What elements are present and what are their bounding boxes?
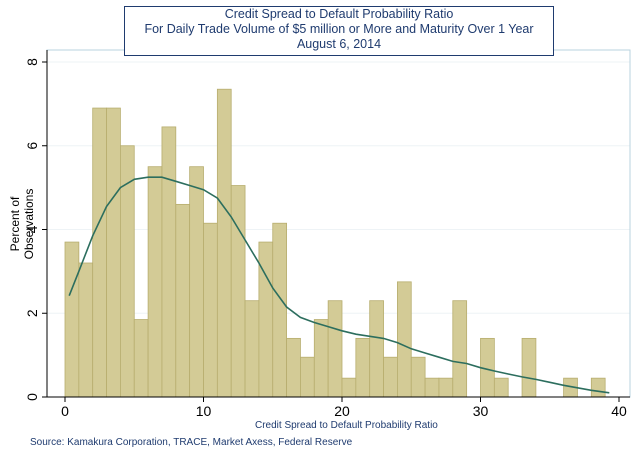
source-note: Source: Kamakura Corporation, TRACE, Mar…: [30, 437, 353, 448]
histogram-bar: [369, 300, 384, 398]
histogram-bar: [493, 377, 509, 398]
y-axis-label: Percent of Observations: [8, 188, 36, 260]
histogram-bar: [189, 166, 204, 398]
histogram-bar: [341, 377, 357, 398]
histogram-bar: [147, 166, 163, 398]
histogram-bar: [424, 377, 440, 398]
x-tick-label: 0: [61, 403, 69, 419]
y-tick-label: 0: [24, 393, 40, 401]
histogram-bar: [216, 88, 232, 398]
y-tick-label: 4: [24, 225, 40, 233]
histogram-bars: [64, 88, 606, 398]
histogram-bar: [175, 203, 191, 398]
y-tick-label: 6: [24, 142, 40, 150]
histogram-bar: [410, 356, 426, 398]
y-tick-label: 8: [24, 58, 40, 66]
histogram-bar: [92, 107, 107, 398]
histogram-bar: [286, 337, 301, 398]
histogram-bar: [272, 222, 288, 398]
x-tick-label: 40: [611, 403, 627, 419]
histogram-bar: [106, 107, 121, 398]
histogram-bar: [64, 241, 80, 398]
histogram-bar: [203, 222, 218, 398]
histogram-bar: [300, 356, 315, 398]
histogram-bar: [590, 377, 606, 398]
histogram-bar: [78, 262, 94, 398]
x-axis-label: Credit Spread to Default Probability Rat…: [255, 420, 438, 431]
chart-title-line-1: Credit Spread to Default Probability Rat…: [224, 7, 454, 21]
histogram-bar: [355, 337, 371, 398]
histogram-bar: [230, 185, 246, 398]
histogram-bar: [438, 377, 454, 398]
x-tick-label: 30: [473, 403, 489, 419]
x-tick-label: 20: [334, 403, 350, 419]
chart-title-box: Credit Spread to Default Probability Rat…: [124, 6, 554, 56]
histogram-bar: [521, 337, 537, 398]
x-tick-label: 10: [196, 403, 212, 419]
axes: [46, 50, 630, 398]
chart-title-line-2: For Daily Trade Volume of $5 million or …: [144, 22, 534, 36]
histogram-bar: [161, 126, 177, 398]
histogram-bar: [383, 356, 398, 398]
histogram-bar: [133, 319, 149, 398]
y-axis-ticks: 0 2 4 6 8: [24, 58, 47, 401]
x-axis-ticks: 0 10 20 30 40: [61, 397, 627, 419]
histogram-bar: [313, 319, 329, 398]
histogram-bar: [327, 300, 343, 398]
histogram-bar: [244, 300, 260, 398]
density-curve: [68, 176, 610, 394]
histogram-bar: [396, 281, 412, 398]
histogram-bar: [452, 300, 468, 398]
chart-title-line-3: August 6, 2014: [296, 37, 382, 51]
y-tick-label: 2: [24, 309, 40, 317]
